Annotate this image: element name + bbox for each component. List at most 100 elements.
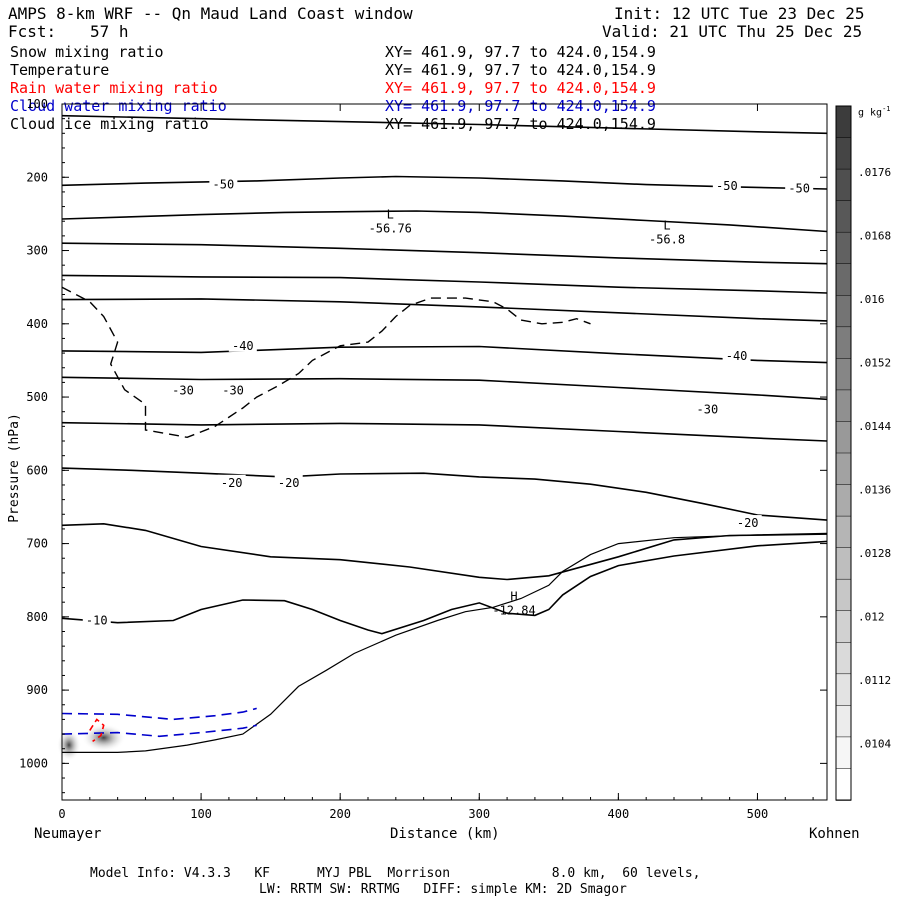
y-tick-label: 300 [26, 244, 48, 258]
snow-mixing-contour [61, 286, 591, 439]
colorbar-swatch [835, 200, 852, 233]
legend-xy-rain: XY= 461.9, 97.7 to 424.0,154.9 [385, 79, 656, 97]
contour-label-bg [82, 612, 111, 627]
x-axis-title: Distance (km) [390, 826, 500, 842]
isotherm--60 [61, 114, 828, 135]
contour-label-bg [169, 382, 198, 397]
chart-title: AMPS 8-km WRF -- Qn Maud Land Coast wind… [8, 4, 413, 23]
colorbar-swatch [835, 263, 852, 297]
contour-label-bg [228, 337, 257, 352]
contour-label-bg [722, 348, 751, 363]
contour-label: -50 [716, 179, 738, 193]
isotherm--53 [61, 242, 828, 265]
isotherm--55 [61, 210, 828, 233]
colorbar-swatch [835, 673, 852, 707]
colorbar-swatch [835, 578, 852, 612]
x-tick-label: 300 [468, 807, 490, 821]
contour-label: -30 [172, 383, 194, 397]
x-tick-label: 0 [58, 807, 65, 821]
contour-label: -10 [86, 614, 108, 628]
plot-frame [61, 103, 828, 801]
colorbar-swatch [835, 295, 852, 328]
colorbar-swatch [835, 452, 852, 486]
legend-xy-temperature: XY= 461.9, 97.7 to 424.0,154.9 [385, 61, 656, 79]
contour-label: -20 [737, 516, 759, 530]
snow-shading-blob [56, 729, 81, 762]
isotherm--20 [61, 522, 828, 581]
extremum-letter: L [663, 219, 670, 233]
colorbar-swatch [835, 705, 852, 738]
model-info-line1: Model Info: V4.3.3 KF MYJ PBL Morrison 8… [90, 866, 701, 881]
y-tick-label: 200 [26, 170, 48, 184]
x-right-label: Kohnen [809, 826, 860, 842]
contour-label-bg [209, 176, 238, 191]
colorbar-swatch [835, 547, 852, 580]
model-info-line2: LW: RRTM SW: RRTMG DIFF: simple KM: 2D S… [259, 882, 627, 897]
contour-label: -20 [221, 476, 243, 490]
isotherm--35 [61, 376, 828, 401]
isotherm--44 [61, 298, 828, 322]
rain-water-contour [89, 718, 105, 743]
cloud-water-contour [61, 724, 257, 738]
legend-xy-cloud-ice: XY= 461.9, 97.7 to 424.0,154.9 [385, 115, 656, 133]
colorbar-unit-exponent: -1 [882, 105, 891, 113]
contour-label: -50 [213, 178, 235, 192]
contour-label-bg [274, 474, 303, 489]
colorbar-tick-label: .016 [858, 293, 885, 306]
colorbar-swatch [835, 168, 852, 202]
colorbar-swatch [835, 326, 852, 360]
forecast-hours: 57 h [90, 22, 129, 41]
colorbar-unit: g kg-1 [858, 101, 891, 121]
colorbar-swatch [835, 610, 852, 644]
colorbar-frame [835, 105, 852, 801]
extremum-value: -56.76 [369, 222, 412, 236]
y-tick-label: 900 [26, 683, 48, 697]
colorbar-swatch [835, 358, 852, 391]
forecast-label: Fcst: [8, 22, 57, 41]
legend-label-rain: Rain water mixing ratio [10, 79, 218, 97]
contour-label-bg [217, 474, 246, 489]
isotherm--10 [61, 540, 828, 635]
cloud-water-contour [61, 707, 257, 721]
colorbar-tick-label: .0136 [858, 484, 891, 497]
contour-label: -40 [232, 339, 254, 353]
colorbar-swatch [835, 137, 852, 170]
x-tick-label: 400 [608, 807, 630, 821]
y-tick-label: 100 [26, 97, 48, 111]
terrain-line [62, 532, 828, 753]
contour-label: -20 [278, 476, 300, 490]
y-tick-label: 600 [26, 463, 48, 477]
legend-label-cloud-ice: Cloud ice mixing ratio [10, 115, 209, 133]
extremum-value: -56.8 [649, 233, 685, 247]
colorbar-swatch [835, 231, 852, 265]
colorbar-tick-label: .0112 [858, 674, 891, 687]
legend-label-cloud-water: Cloud water mixing ratio [10, 97, 227, 115]
colorbar-swatch [835, 389, 852, 423]
x-left-label: Neumayer [34, 826, 102, 842]
legend-xy-cloud-water: XY= 461.9, 97.7 to 424.0,154.9 [385, 97, 656, 115]
contour-label-bg [785, 180, 814, 195]
colorbar-unit-text: g kg [858, 107, 883, 119]
legend-label-snow: Snow mixing ratio [10, 43, 164, 61]
contour-label-bg [219, 382, 248, 397]
colorbar-tick-label: .0152 [858, 357, 891, 370]
colorbar-swatch [835, 105, 852, 139]
contour-label: -50 [788, 181, 810, 195]
colorbar-swatch [835, 736, 852, 770]
contour-label: -30 [697, 403, 719, 417]
colorbar-tick-label: .0168 [858, 230, 891, 243]
valid-time: Valid: 21 UTC Thu 25 Dec 25 [602, 22, 863, 41]
y-tick-label: 800 [26, 610, 48, 624]
colorbar-tick-label: .0176 [858, 166, 891, 179]
isotherm--48 [61, 274, 828, 294]
colorbar-swatch [835, 421, 852, 454]
isotherm--50 [61, 175, 828, 190]
extremum-letter: L [387, 208, 394, 222]
colorbar-swatch [835, 642, 852, 675]
legend-xy-snow: XY= 461.9, 97.7 to 424.0,154.9 [385, 43, 656, 61]
extremum-value: -12.84 [492, 603, 535, 617]
y-axis-title: Pressure (hPa) [6, 413, 22, 523]
contour-label-bg [733, 515, 762, 530]
y-tick-label: 500 [26, 390, 48, 404]
x-tick-label: 500 [747, 807, 769, 821]
